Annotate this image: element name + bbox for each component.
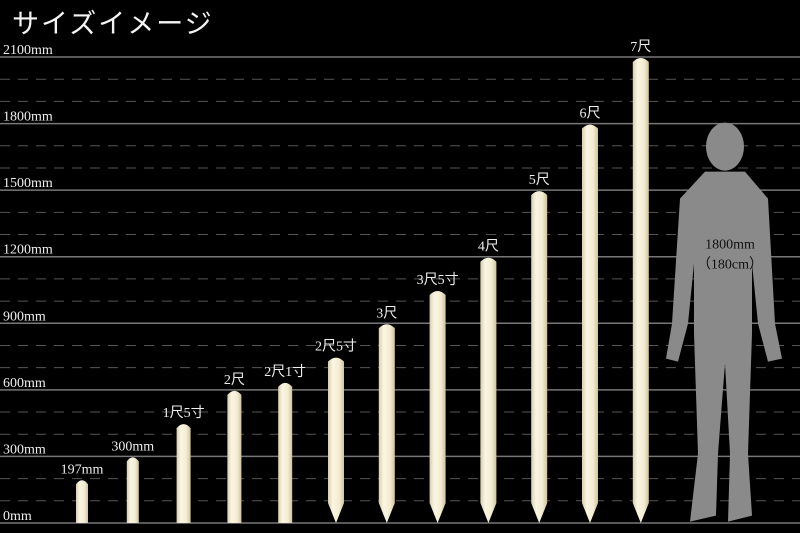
y-tick-label: 1200mm	[3, 243, 53, 258]
y-tick-label: 600mm	[3, 376, 46, 391]
y-tick-label: 1500mm	[3, 176, 53, 191]
bar-9	[480, 257, 497, 523]
bar-label: 3尺	[376, 305, 397, 321]
person-head	[706, 122, 744, 171]
y-tick-label: 2100mm	[3, 43, 53, 58]
bar-7	[378, 324, 395, 523]
bar-label: 2尺5寸	[315, 339, 357, 355]
bar-1	[76, 480, 88, 523]
bar-4	[227, 390, 242, 523]
bar-5	[278, 382, 293, 523]
bar-12	[632, 58, 649, 523]
bar-label: 1尺5寸	[163, 405, 205, 421]
y-tick-label: 900mm	[3, 309, 46, 324]
bar-label: 3尺5寸	[417, 272, 459, 288]
bar-label: 5尺	[529, 172, 550, 188]
bar-label: 7尺	[630, 39, 651, 55]
bar-2	[126, 457, 139, 523]
y-tick-label: 1800mm	[3, 110, 53, 125]
person-silhouette	[666, 122, 782, 522]
bar-11	[582, 124, 598, 524]
person-body	[666, 171, 782, 522]
bar-label: 300mm	[111, 439, 154, 454]
bar-label: 4尺	[478, 239, 499, 255]
bar-10	[531, 191, 548, 523]
bar-6	[328, 357, 344, 523]
page-title: サイズイメージ	[12, 9, 214, 40]
bar-label: 6尺	[580, 106, 601, 122]
bar-label: 2尺	[224, 372, 245, 388]
bar-label: 197mm	[61, 462, 104, 477]
bar-3	[176, 424, 191, 523]
bar-label: 2尺1寸	[264, 364, 306, 380]
person-height-cm-label: （180cm）	[697, 257, 763, 273]
person-height-label: 1800mm	[705, 238, 755, 253]
y-tick-label: 300mm	[3, 442, 46, 457]
y-tick-label: 0mm	[3, 509, 32, 524]
bar-8	[429, 291, 446, 523]
